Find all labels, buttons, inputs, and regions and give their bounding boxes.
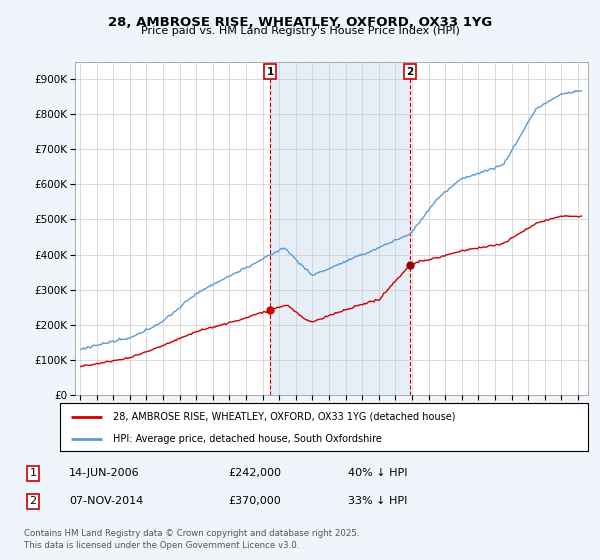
- Text: 2: 2: [29, 496, 37, 506]
- Text: 28, AMBROSE RISE, WHEATLEY, OXFORD, OX33 1YG: 28, AMBROSE RISE, WHEATLEY, OXFORD, OX33…: [108, 16, 492, 29]
- Text: 1: 1: [266, 67, 274, 77]
- FancyBboxPatch shape: [60, 403, 588, 451]
- Text: 14-JUN-2006: 14-JUN-2006: [69, 468, 140, 478]
- Text: 1: 1: [29, 468, 37, 478]
- Text: Contains HM Land Registry data © Crown copyright and database right 2025.
This d: Contains HM Land Registry data © Crown c…: [24, 529, 359, 550]
- Text: 07-NOV-2014: 07-NOV-2014: [69, 496, 143, 506]
- Text: 40% ↓ HPI: 40% ↓ HPI: [348, 468, 407, 478]
- Text: 2: 2: [406, 67, 413, 77]
- Text: £242,000: £242,000: [228, 468, 281, 478]
- Text: 33% ↓ HPI: 33% ↓ HPI: [348, 496, 407, 506]
- Bar: [270, 62, 410, 395]
- Text: HPI: Average price, detached house, South Oxfordshire: HPI: Average price, detached house, Sout…: [113, 434, 382, 444]
- Text: £370,000: £370,000: [228, 496, 281, 506]
- Text: Price paid vs. HM Land Registry's House Price Index (HPI): Price paid vs. HM Land Registry's House …: [140, 26, 460, 36]
- Text: 28, AMBROSE RISE, WHEATLEY, OXFORD, OX33 1YG (detached house): 28, AMBROSE RISE, WHEATLEY, OXFORD, OX33…: [113, 412, 455, 422]
